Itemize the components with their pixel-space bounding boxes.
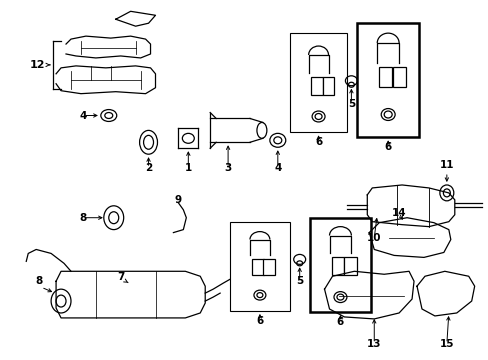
Text: 1: 1 (184, 163, 192, 173)
Text: 8: 8 (36, 276, 43, 286)
FancyBboxPatch shape (251, 260, 264, 275)
Text: 8: 8 (79, 213, 86, 223)
FancyBboxPatch shape (289, 33, 346, 132)
FancyBboxPatch shape (379, 67, 391, 87)
Text: 5: 5 (295, 276, 303, 286)
Text: 4: 4 (79, 111, 86, 121)
Text: 2: 2 (144, 163, 152, 173)
FancyBboxPatch shape (309, 218, 370, 312)
Text: 12: 12 (29, 60, 45, 70)
Text: 9: 9 (174, 195, 182, 205)
Text: 6: 6 (384, 142, 391, 152)
FancyBboxPatch shape (392, 67, 405, 87)
FancyBboxPatch shape (310, 77, 322, 95)
Text: 11: 11 (439, 160, 453, 170)
Text: 6: 6 (256, 316, 263, 326)
Text: 3: 3 (224, 163, 231, 173)
FancyBboxPatch shape (263, 260, 274, 275)
Text: 4: 4 (274, 163, 281, 173)
Text: 5: 5 (347, 99, 354, 109)
FancyBboxPatch shape (344, 257, 357, 275)
Text: 7: 7 (117, 272, 124, 282)
FancyBboxPatch shape (357, 23, 418, 137)
FancyBboxPatch shape (331, 257, 344, 275)
Text: 6: 6 (336, 317, 344, 327)
FancyBboxPatch shape (230, 222, 289, 311)
Text: 10: 10 (366, 233, 381, 243)
Text: 6: 6 (314, 137, 322, 147)
Text: 15: 15 (439, 339, 453, 349)
Text: 14: 14 (391, 208, 406, 218)
Text: 13: 13 (366, 339, 381, 349)
FancyBboxPatch shape (322, 77, 334, 95)
